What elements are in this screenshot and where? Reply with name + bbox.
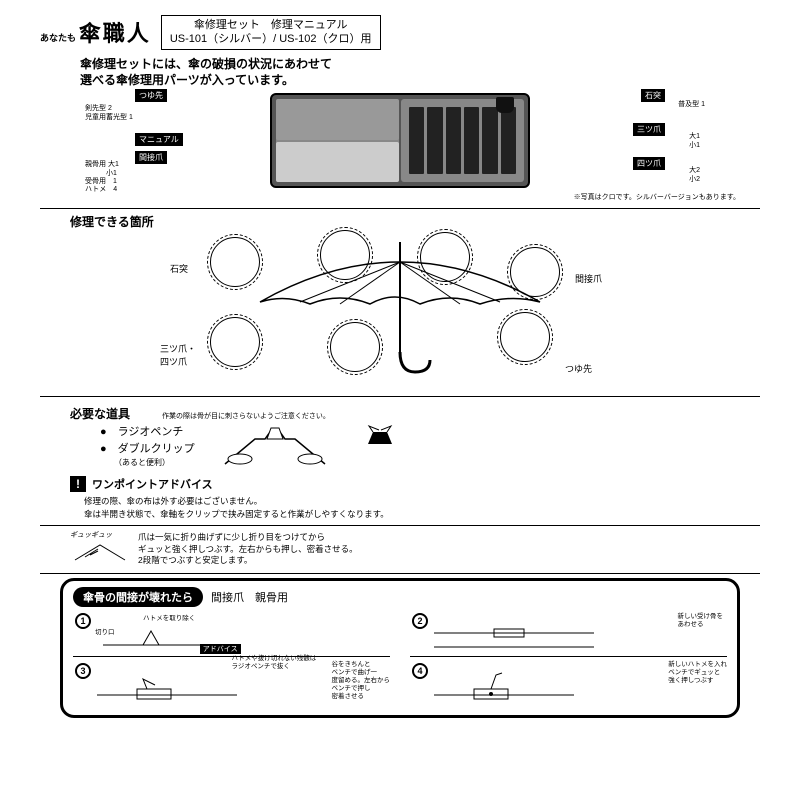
step-4: 4 新しいハトメを入れ ベンチでギュッと 強く押しつぶす — [410, 661, 727, 707]
header-box: 傘修理セット 修理マニュアル US-101（シルバー）/ US-102（クロ）用 — [161, 15, 381, 50]
lbl-tsuyu: つゆ先 — [565, 362, 592, 375]
lbl-ishi: 石突 — [170, 262, 188, 275]
note-kansetsu: 親骨用 大1 小1 受骨用 1 ハトメ 4 — [85, 161, 119, 195]
burst-6 — [330, 322, 380, 372]
tools-row: ● ラジオペンチ ● ダブルクリップ （あると便利） — [100, 424, 760, 470]
header-line2: US-101（シルバー）/ US-102（クロ）用 — [170, 32, 372, 46]
tip-row: ギュッギュッ 爪は一気に折り曲げずに少し折り目をつけてから ギュッと強く押しつぶ… — [70, 532, 730, 568]
note-mitsu: 大1 小1 — [689, 133, 700, 150]
steps-sub: 間接爪 親骨用 — [211, 589, 288, 605]
manual-page: あなたも 傘職人 傘修理セット 修理マニュアル US-101（シルバー）/ US… — [0, 0, 800, 733]
burst-7 — [500, 312, 550, 362]
burst-2 — [320, 230, 370, 280]
tag-manual: マニュアル — [135, 133, 183, 146]
header-line1: 傘修理セット 修理マニュアル — [170, 18, 372, 32]
tool-b-sub: （あると便利） — [114, 457, 195, 469]
advice-title-text: ワンポイントアドバイス — [92, 476, 213, 492]
tag-tsuyu: つゆ先 — [135, 89, 167, 102]
tag-yotsu: 四ツ爪 — [633, 157, 665, 170]
tools-warning: 作業の際は骨が目に刺さらないようご注意ください。 — [162, 411, 330, 421]
kit-illustration: つゆ先 剣先型 2 児童用蓄光型 1 マニュアル 間接爪 親骨用 大1 小1 受… — [40, 93, 760, 188]
burst-5 — [210, 317, 260, 367]
tag-mitsu: 三ツ爪 — [633, 123, 665, 136]
section-repair-title: 修理できる箇所 — [70, 213, 760, 230]
step-1: 1 ハトメを取り除く 切り口 アドバイス ハトメや抜け切れない残骸は ラジオペン… — [73, 611, 390, 657]
lbl-kansetsu: 間接爪 — [575, 272, 602, 285]
intro-text: 傘修理セットには、傘の破損の状況にあわせて 選べる傘修理用パーツが入っています。 — [80, 56, 760, 90]
steps-grid: 1 ハトメを取り除く 切り口 アドバイス ハトメや抜け切れない残骸は ラジオペン… — [73, 611, 727, 707]
step-2: 2 新しい受け骨を あわせる — [410, 611, 727, 657]
tool-b: ダブルクリップ — [118, 443, 195, 455]
clip-icon — [365, 424, 395, 454]
header-row: あなたも 傘職人 傘修理セット 修理マニュアル US-101（シルバー）/ US… — [40, 15, 760, 50]
tool-a: ラジオペンチ — [118, 426, 184, 438]
step-3: 3 谷をきちんと ベンチで曲げ一 度留める。左右から ベンチで押し 密着させる — [73, 661, 390, 707]
pliers-icon — [215, 424, 345, 470]
logo-sub: あなたも — [40, 33, 76, 43]
tip-sound: ギュッギュッ — [70, 531, 112, 541]
umbrella-svg — [40, 232, 760, 392]
steps-box: 傘骨の間接が壊れたら 間接爪 親骨用 1 ハトメを取り除く 切り口 アドバイス … — [60, 578, 740, 718]
tip-sketch: ギュッギュッ — [70, 535, 130, 565]
burst-4 — [510, 247, 560, 297]
photo-note: ※写真はクロです。シルバーバージョンもあります。 — [40, 192, 740, 202]
logo-main: 傘職人 — [79, 21, 151, 46]
umbrella-diagram: 石突 間接爪 三ツ爪・ 四ツ爪 つゆ先 — [40, 232, 760, 392]
tag-kansetsu: 間接爪 — [135, 151, 167, 164]
advice-body: 修理の際、傘の布は外す必要はございません。 傘は半開き状態で、傘軸をクリップで挟… — [84, 495, 760, 521]
advice-heading: ! ワンポイントアドバイス — [70, 476, 760, 492]
note-tsuyu: 剣先型 2 児童用蓄光型 1 — [85, 105, 133, 122]
burst-3 — [420, 232, 470, 282]
logo: あなたも 傘職人 — [40, 16, 151, 48]
note-yotsu: 大2 小2 — [689, 167, 700, 184]
burst-1 — [210, 237, 260, 287]
kit-box — [270, 93, 530, 188]
step1-adv-label: アドバイス — [200, 644, 241, 654]
tip-text: 爪は一気に折り曲げずに少し折り目をつけてから ギュッと強く押しつぶす。左右からも… — [138, 532, 358, 568]
tag-ishi: 石突 — [641, 89, 665, 102]
steps-pill: 傘骨の間接が壊れたら — [73, 587, 203, 607]
tool-list: ● ラジオペンチ ● ダブルクリップ （あると便利） — [100, 424, 195, 469]
note-ishi: 普及型 1 — [678, 101, 705, 109]
lbl-mitsu: 三ツ爪・ 四ツ爪 — [160, 342, 196, 368]
section-tools-title: 必要な道具 — [70, 405, 130, 422]
exclamation-icon: ! — [70, 476, 86, 492]
